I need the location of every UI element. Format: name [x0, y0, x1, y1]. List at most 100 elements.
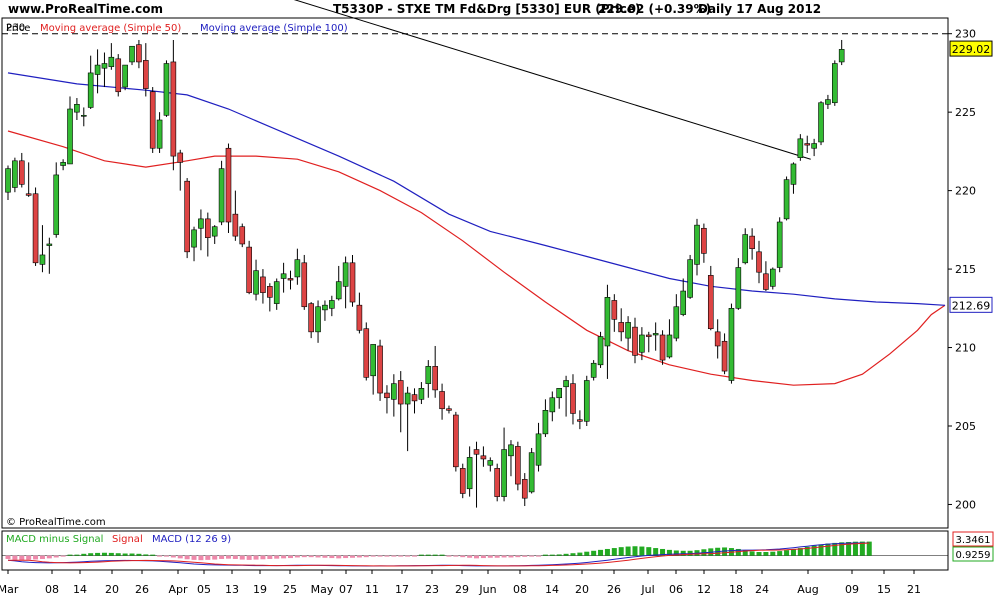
macd-hist-bar [556, 554, 562, 556]
ma100-line [7, 72, 946, 306]
macd-hist-bar [804, 546, 810, 556]
candle-up [418, 388, 425, 400]
x-tick-label: 19 [253, 583, 267, 596]
candle-down [356, 304, 363, 331]
macd-hist-bar [811, 545, 817, 556]
macd-hist-bar [136, 553, 142, 556]
x-tick-label: 05 [197, 583, 211, 596]
candle-up [831, 63, 838, 104]
macd-hist-bar [129, 553, 135, 556]
macd-hist-bar [370, 555, 376, 557]
macd-hist-bar [529, 555, 535, 557]
macd-hist-bar [439, 554, 445, 556]
candle-up [838, 49, 845, 63]
candle-up [604, 297, 611, 347]
candle-up [101, 63, 108, 69]
macd-hist-bar [267, 555, 273, 559]
x-tick-label: 20 [105, 583, 119, 596]
candle-up [253, 270, 259, 295]
candle-down [453, 414, 459, 468]
macd-hist-bar [487, 555, 493, 558]
macd-hist-bar [501, 555, 507, 558]
candle-up [329, 300, 335, 309]
macd-hist-bar [839, 542, 845, 556]
macd-hist-bar [108, 552, 114, 556]
candle-up [425, 366, 432, 384]
macd-hist-bar [577, 552, 583, 556]
macd-hist-bar [74, 554, 80, 556]
macd-hist-bar [12, 555, 18, 560]
macd-legend-item: Signal [112, 534, 143, 545]
candle-up [12, 160, 18, 188]
reference-level-label: 230 [6, 23, 25, 34]
macd-hist-bar [5, 555, 11, 559]
candle-up [501, 449, 507, 497]
candle-down [804, 143, 811, 146]
candle-down [480, 455, 487, 460]
macd-hist-bar [418, 554, 424, 556]
macd-value-label: 3.3461 [956, 535, 991, 546]
candle-down [446, 408, 452, 411]
macd-hist-bar [549, 554, 555, 556]
macd-hist-bar [666, 549, 672, 556]
macd-hist-bar [205, 555, 211, 560]
x-tick-label: 08 [513, 583, 527, 596]
candle-down [205, 218, 211, 238]
candle-up [776, 221, 783, 268]
candle-up [5, 168, 11, 193]
macd-hist-bar [81, 553, 87, 556]
ma100-value-label-box [949, 296, 993, 313]
macd-panel-frame [1, 530, 949, 571]
candle-down [246, 246, 252, 293]
candle-down [177, 152, 184, 163]
macd-hist-value-label: 0.9259 [956, 550, 991, 561]
macd-hist-bar [177, 555, 183, 559]
macd-hist-bar [170, 555, 176, 558]
macd-hist-bar [474, 555, 480, 559]
macd-hist-bar [163, 555, 169, 557]
macd-hist-bar [398, 555, 404, 557]
candle-up [680, 290, 687, 315]
macd-hist-bar [480, 555, 486, 559]
candle-up [80, 114, 87, 117]
macd-hist-bar [274, 555, 280, 559]
candle-down [349, 262, 356, 303]
macd-hist-bar [832, 542, 838, 556]
macd-hist-bar [515, 555, 521, 558]
macd-hist-bar [735, 548, 741, 556]
macd-hist-bar [432, 554, 438, 556]
y-tick-label: 210 [955, 342, 976, 355]
x-tick-label: 17 [395, 583, 409, 596]
period-date: Daily 17 Aug 2012 [698, 2, 822, 16]
y-tick-label: 215 [955, 263, 976, 276]
last-price-label: 229.02 [952, 43, 991, 56]
candle-down [170, 61, 177, 157]
candle-up [556, 388, 563, 399]
candle-up [818, 102, 824, 143]
candle-up [315, 306, 321, 333]
candle-down [459, 468, 466, 494]
macd-hist-bar [377, 555, 383, 557]
x-tick-label: May [311, 583, 334, 596]
macd-hist-bar [625, 546, 631, 556]
macd-hist-bar [19, 555, 25, 561]
candle-down [515, 446, 521, 485]
macd-hist-bar [522, 555, 528, 557]
candle-up [335, 281, 342, 300]
candle-down [267, 286, 273, 298]
x-tick-label: 06 [669, 583, 683, 596]
candle-up [639, 334, 645, 353]
x-tick-label: Mar [0, 583, 19, 596]
macd-hist-bar [322, 555, 328, 558]
candle-down [18, 160, 25, 185]
candle-up [87, 72, 94, 108]
macd-hist-bar [508, 555, 514, 558]
instrument-title: T5330P - STXE TM Fd&Drg [5330] EUR (Pric… [333, 2, 641, 16]
site-url[interactable]: www.ProRealTime.com [8, 2, 163, 16]
macd-hist-bar [225, 555, 231, 559]
candle-down [184, 180, 190, 253]
macd-hist-bar [281, 555, 287, 559]
candle-up [94, 64, 101, 75]
macd-hist-bar [797, 548, 803, 556]
